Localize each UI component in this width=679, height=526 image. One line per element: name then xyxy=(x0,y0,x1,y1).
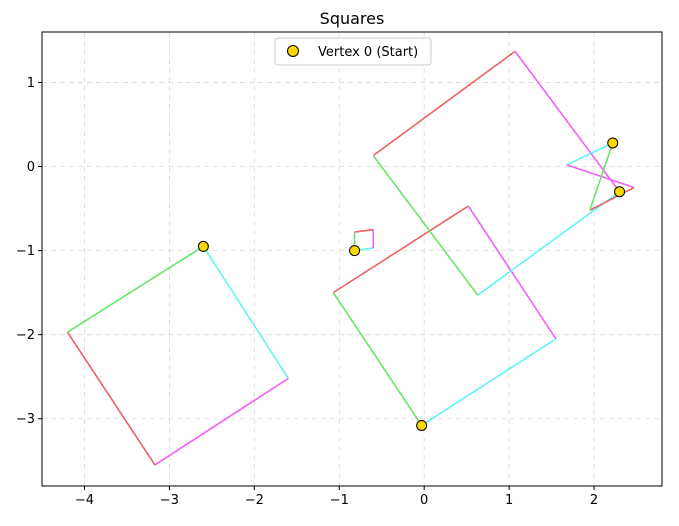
y-tick-label: −1 xyxy=(16,244,35,259)
x-tick-label: 2 xyxy=(590,493,598,508)
legend-label: Vertex 0 (Start) xyxy=(318,45,418,60)
start-vertex-markers xyxy=(197,137,626,431)
y-tick-label: −2 xyxy=(16,328,35,343)
square-edge xyxy=(589,186,635,211)
square-edge xyxy=(66,331,156,466)
legend-marker xyxy=(287,45,299,57)
x-tick-label: −3 xyxy=(160,493,179,508)
start-vertex-marker xyxy=(197,240,209,252)
square-edge xyxy=(421,338,557,427)
square-edge xyxy=(354,228,374,233)
y-tick-label: −3 xyxy=(16,412,35,427)
square-edge xyxy=(514,50,621,193)
square-edge xyxy=(589,142,614,211)
square-edge xyxy=(467,205,557,340)
x-tick-label: 1 xyxy=(505,493,513,508)
square-edge xyxy=(154,377,289,466)
x-tick-label: −4 xyxy=(75,493,94,508)
axes-frame xyxy=(41,31,663,487)
legend-box xyxy=(274,37,432,66)
square-edge xyxy=(477,191,621,296)
square-edge xyxy=(67,245,204,333)
start-vertex-marker xyxy=(614,186,626,198)
square-edge xyxy=(566,142,614,166)
axis-ticks: −4 −3 −2 −1 0 1 2 1 0 −1 −2 −3 xyxy=(16,76,598,508)
square-edge xyxy=(202,245,289,379)
start-vertex-marker xyxy=(349,245,361,257)
square-edge xyxy=(372,50,516,157)
square-edge xyxy=(332,292,423,426)
start-vertex-marker xyxy=(416,419,428,431)
y-tick-label: 1 xyxy=(27,76,35,91)
square-edge xyxy=(566,164,635,189)
legend: Vertex 0 (Start) xyxy=(274,37,432,66)
square-edges xyxy=(66,50,635,466)
y-tick-label: 0 xyxy=(27,160,35,175)
x-tick-label: 0 xyxy=(420,493,428,508)
chart-title: Squares xyxy=(320,9,385,28)
square-edge xyxy=(372,155,479,296)
x-tick-label: −2 xyxy=(245,493,264,508)
x-tick-label: −1 xyxy=(330,493,349,508)
square-edge xyxy=(332,205,469,294)
start-vertex-marker xyxy=(607,137,619,149)
